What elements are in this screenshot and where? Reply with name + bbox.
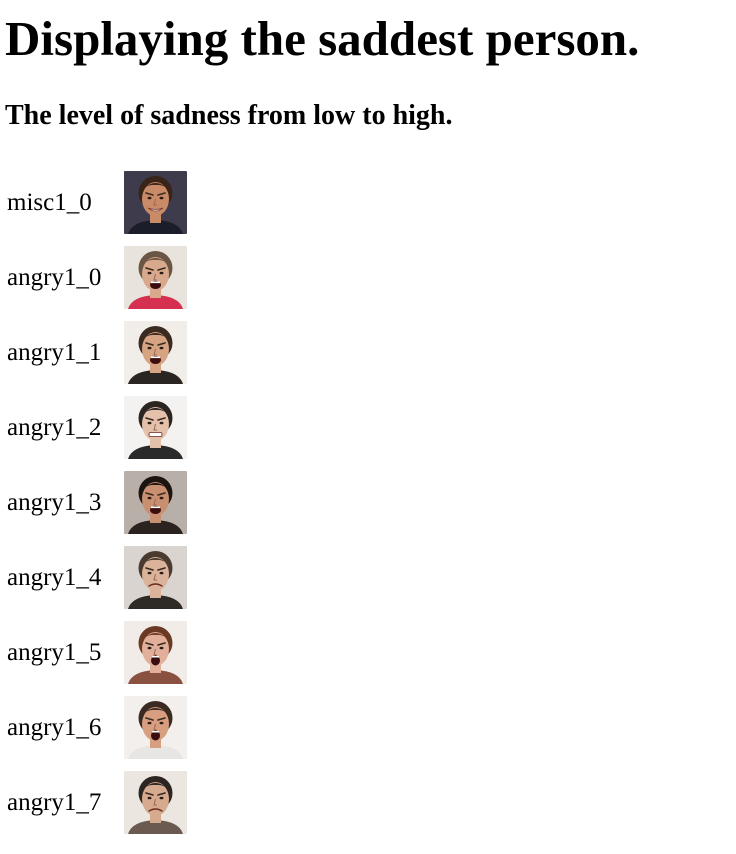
list-item: angry1_7 [5,771,728,834]
face-photo [124,246,187,309]
face-image [124,771,187,834]
face-image [124,621,187,684]
list-item: angry1_6 [5,696,728,759]
list-item: angry1_0 [5,246,728,309]
face-image [124,396,187,459]
face-image [124,321,187,384]
face-image [124,246,187,309]
face-photo [124,621,187,684]
face-photo [124,546,187,609]
page-content: Displaying the saddest person. The level… [5,11,728,834]
face-photo [124,771,187,834]
list-item: angry1_1 [5,321,728,384]
face-image [124,471,187,534]
person-label: angry1_0 [7,263,102,291]
person-label: misc1_0 [7,188,92,216]
list-item: angry1_5 [5,621,728,684]
person-label: angry1_6 [7,713,102,741]
person-list: misc1_0 angry1_0 angry1_1 angry1_2 angry… [5,171,728,834]
person-label: angry1_4 [7,563,102,591]
person-label: angry1_3 [7,488,102,516]
person-label: angry1_7 [7,788,102,816]
page-subtitle: The level of sadness from low to high. [5,100,453,131]
person-label: angry1_5 [7,638,102,666]
list-item: angry1_3 [5,471,728,534]
page-title: Displaying the saddest person. [5,11,640,66]
face-photo [124,396,187,459]
face-photo [124,171,187,234]
list-item: angry1_4 [5,546,728,609]
list-item: angry1_2 [5,396,728,459]
list-item: misc1_0 [5,171,728,234]
person-label: angry1_1 [7,338,102,366]
face-image [124,546,187,609]
face-image [124,696,187,759]
face-photo [124,321,187,384]
face-photo [124,696,187,759]
person-label: angry1_2 [7,413,102,441]
face-photo [124,471,187,534]
face-image [124,171,187,234]
